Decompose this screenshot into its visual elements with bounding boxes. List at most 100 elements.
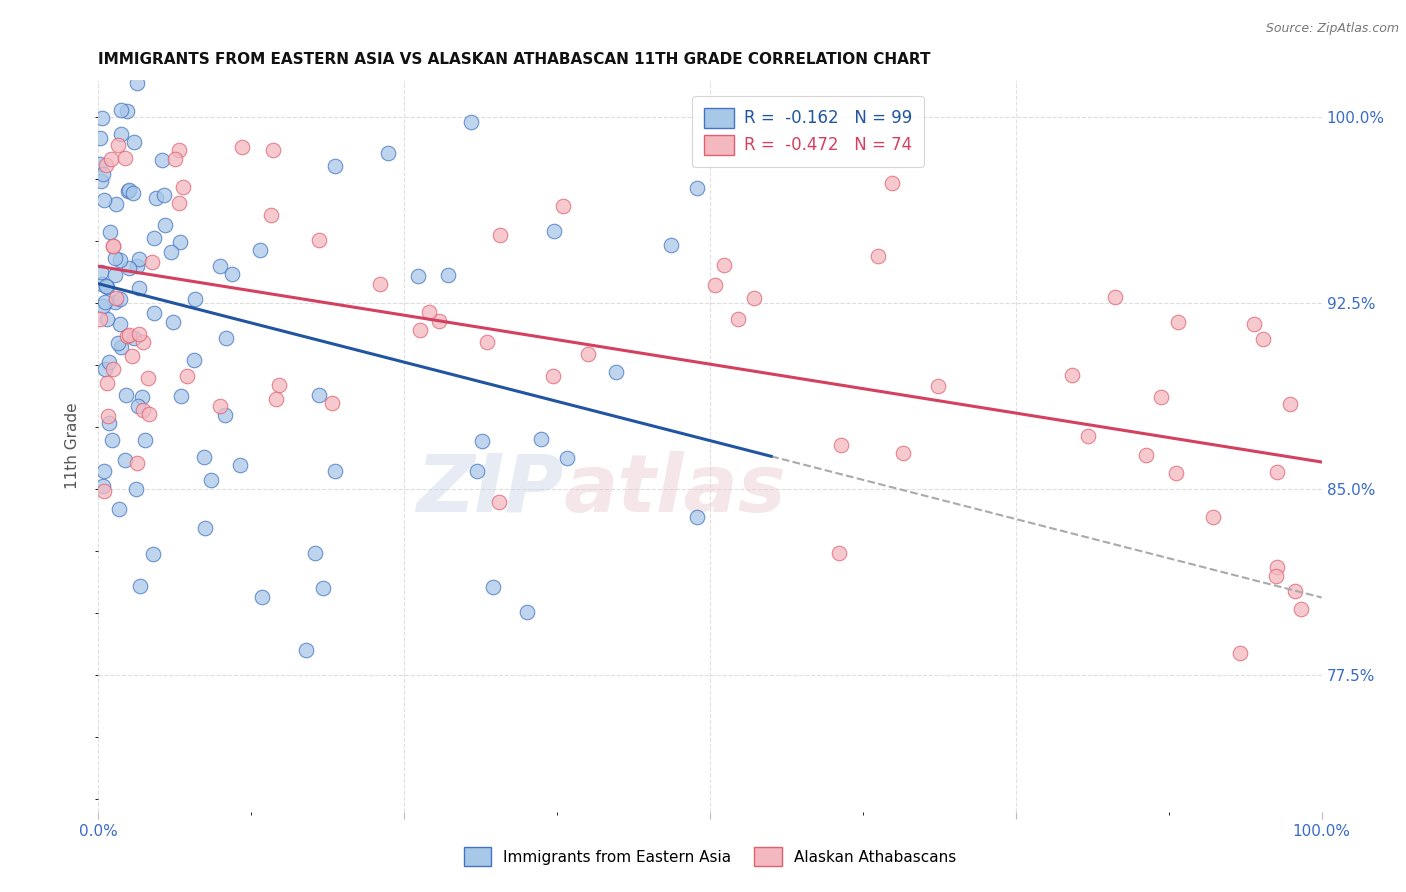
Text: atlas: atlas bbox=[564, 450, 786, 529]
Point bbox=[128, 280, 150, 294]
Point bbox=[101, 362, 124, 376]
Y-axis label: 11th Grade: 11th Grade bbox=[65, 402, 80, 490]
Point bbox=[143, 305, 166, 319]
Point bbox=[262, 143, 284, 157]
Point bbox=[128, 252, 150, 266]
Point bbox=[97, 409, 120, 423]
Point bbox=[93, 483, 115, 498]
Point bbox=[308, 388, 330, 402]
Point bbox=[1135, 448, 1157, 462]
Point bbox=[429, 314, 451, 328]
Point bbox=[1289, 602, 1312, 616]
Point bbox=[551, 199, 574, 213]
Point bbox=[121, 349, 143, 363]
Point bbox=[104, 252, 127, 266]
Point bbox=[104, 268, 127, 283]
Point bbox=[465, 464, 488, 478]
Point bbox=[165, 48, 187, 62]
Point bbox=[308, 233, 330, 247]
Point bbox=[105, 291, 128, 305]
Point bbox=[153, 219, 176, 233]
Point bbox=[460, 115, 482, 129]
Point bbox=[264, 392, 287, 407]
Text: IMMIGRANTS FROM EASTERN ASIA VS ALASKAN ATHABASCAN 11TH GRADE CORRELATION CHART: IMMIGRANTS FROM EASTERN ASIA VS ALASKAN … bbox=[98, 52, 931, 67]
Point bbox=[91, 111, 114, 125]
Point bbox=[110, 103, 132, 117]
Point bbox=[94, 294, 117, 309]
Point bbox=[146, 62, 169, 76]
Point bbox=[118, 260, 141, 275]
Point bbox=[141, 255, 163, 269]
Point bbox=[90, 265, 112, 279]
Point bbox=[555, 450, 578, 465]
Point bbox=[162, 315, 184, 329]
Point bbox=[409, 323, 432, 337]
Point bbox=[90, 174, 112, 188]
Point bbox=[193, 450, 215, 464]
Point bbox=[866, 249, 889, 263]
Point bbox=[131, 390, 153, 404]
Point bbox=[122, 186, 145, 201]
Point bbox=[127, 400, 149, 414]
Point bbox=[489, 227, 512, 242]
Point bbox=[167, 196, 190, 211]
Point bbox=[134, 433, 156, 447]
Point bbox=[659, 237, 682, 252]
Point bbox=[250, 590, 273, 604]
Point bbox=[260, 208, 283, 222]
Point bbox=[153, 187, 176, 202]
Point bbox=[98, 355, 121, 369]
Point bbox=[1279, 397, 1302, 411]
Point bbox=[103, 239, 125, 253]
Point bbox=[132, 334, 155, 349]
Point bbox=[136, 371, 159, 385]
Point bbox=[89, 312, 111, 326]
Point bbox=[1284, 584, 1306, 599]
Point bbox=[118, 183, 141, 197]
Point bbox=[125, 456, 148, 470]
Text: Source: ZipAtlas.com: Source: ZipAtlas.com bbox=[1265, 22, 1399, 36]
Point bbox=[200, 473, 222, 487]
Point bbox=[516, 605, 538, 619]
Text: ZIP: ZIP bbox=[416, 450, 564, 529]
Point bbox=[249, 243, 271, 257]
Point bbox=[125, 260, 148, 274]
Point bbox=[110, 341, 132, 355]
Point bbox=[167, 144, 190, 158]
Point bbox=[93, 193, 115, 207]
Point bbox=[118, 58, 141, 72]
Point bbox=[228, 458, 250, 473]
Point bbox=[713, 258, 735, 272]
Point bbox=[1243, 317, 1265, 331]
Point bbox=[1229, 646, 1251, 660]
Point bbox=[93, 299, 115, 313]
Point bbox=[114, 151, 136, 165]
Point bbox=[118, 328, 141, 343]
Point bbox=[94, 362, 117, 376]
Point bbox=[145, 191, 167, 205]
Point bbox=[418, 305, 440, 319]
Point bbox=[1167, 315, 1189, 329]
Point bbox=[436, 268, 458, 282]
Point bbox=[221, 267, 243, 281]
Point bbox=[209, 400, 232, 414]
Point bbox=[107, 502, 129, 516]
Point bbox=[471, 434, 494, 449]
Point bbox=[311, 581, 333, 595]
Point bbox=[828, 546, 851, 560]
Point bbox=[159, 245, 181, 260]
Point bbox=[541, 369, 564, 384]
Point bbox=[97, 417, 120, 431]
Point bbox=[94, 158, 117, 172]
Point bbox=[927, 378, 949, 392]
Point bbox=[183, 352, 205, 367]
Point bbox=[121, 62, 143, 76]
Point bbox=[481, 580, 503, 594]
Point bbox=[91, 479, 114, 493]
Point bbox=[1104, 290, 1126, 304]
Point bbox=[100, 152, 122, 166]
Point bbox=[108, 252, 131, 267]
Point bbox=[163, 152, 186, 166]
Point bbox=[231, 140, 253, 154]
Point bbox=[132, 402, 155, 417]
